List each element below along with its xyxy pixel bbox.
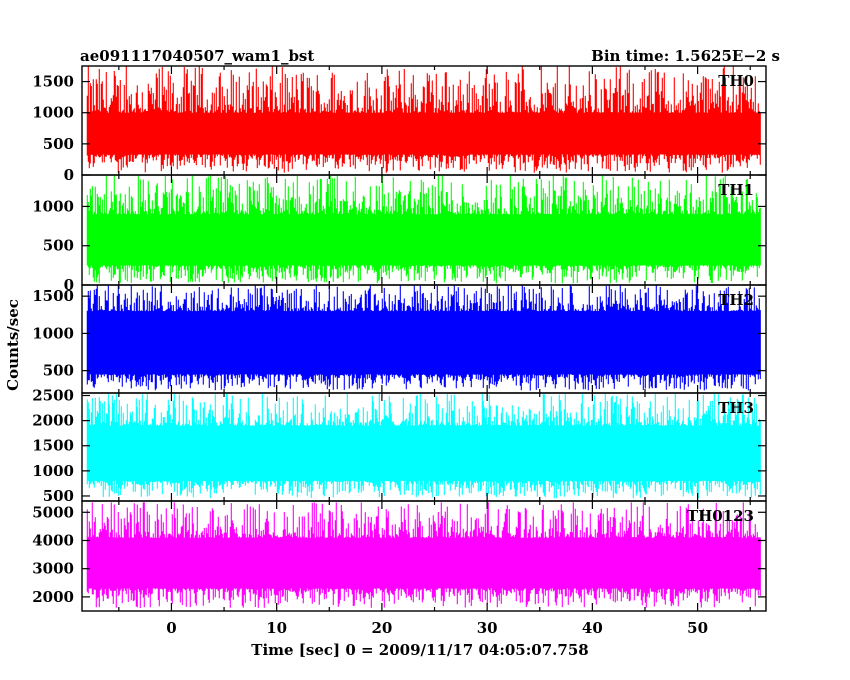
y-tick-label: 1500 xyxy=(32,287,74,305)
panel-frame xyxy=(81,500,767,612)
header-title: ae091117040507_wam1_bst xyxy=(80,47,314,65)
panel-label: TH0 xyxy=(718,72,754,90)
series-th0123 xyxy=(86,502,761,608)
y-tick-label: 500 xyxy=(43,487,74,505)
y-tick-label: 0 xyxy=(64,166,74,184)
y-tick-label: 1000 xyxy=(32,197,74,215)
x-tick-label: 30 xyxy=(477,619,498,637)
x-axis-label: Time [sec] 0 = 2009/11/17 04:05:07.758 xyxy=(251,641,588,659)
x-tick-label: 0 xyxy=(166,619,176,637)
series-th3 xyxy=(86,393,761,499)
header-bin-time: Bin time: 1.5625E−2 s xyxy=(591,47,780,65)
y-tick-label: 1000 xyxy=(32,462,74,480)
x-tick-label: 20 xyxy=(371,619,392,637)
y-tick-label: 500 xyxy=(43,135,74,153)
y-tick-label: 2000 xyxy=(32,588,74,606)
y-tick-label: 1500 xyxy=(32,437,74,455)
panel-label: TH3 xyxy=(718,399,754,417)
series-th2 xyxy=(86,285,761,391)
y-tick-label: 500 xyxy=(43,237,74,255)
y-axis-label: Counts/sec xyxy=(4,299,22,391)
x-tick-label: 10 xyxy=(266,619,287,637)
y-tick-label: 3000 xyxy=(32,560,74,578)
panel-label: TH0123 xyxy=(687,507,754,525)
y-tick-label: 5000 xyxy=(32,503,74,521)
panel-th1: 0 500 1000 TH1 xyxy=(32,174,767,294)
y-tick-label: 1000 xyxy=(32,324,74,342)
y-tick-label: 0 xyxy=(64,276,74,294)
y-tick-label: 2500 xyxy=(32,387,74,405)
panel-th0123: 2000 3000 4000 5000 TH0123 xyxy=(32,500,767,612)
panel-label: TH1 xyxy=(718,181,754,199)
panel-th3: 500 1000 1500 2000 2500 TH3 xyxy=(32,387,767,505)
y-tick-label: 2000 xyxy=(32,412,74,430)
y-tick-label: 1000 xyxy=(32,104,74,122)
x-tick-label: 40 xyxy=(582,619,603,637)
panel-th2: 500 1000 1500 TH2 xyxy=(32,284,767,394)
x-tick-label: 50 xyxy=(687,619,708,637)
panel-th0: 0 500 1000 1500 TH0 xyxy=(32,65,767,184)
series-th1 xyxy=(86,175,761,284)
series-th0 xyxy=(86,66,761,173)
y-tick-label: 4000 xyxy=(32,531,74,549)
panel-label: TH2 xyxy=(718,291,754,309)
y-tick-label: 500 xyxy=(43,362,74,380)
y-tick-label: 1500 xyxy=(32,73,74,91)
